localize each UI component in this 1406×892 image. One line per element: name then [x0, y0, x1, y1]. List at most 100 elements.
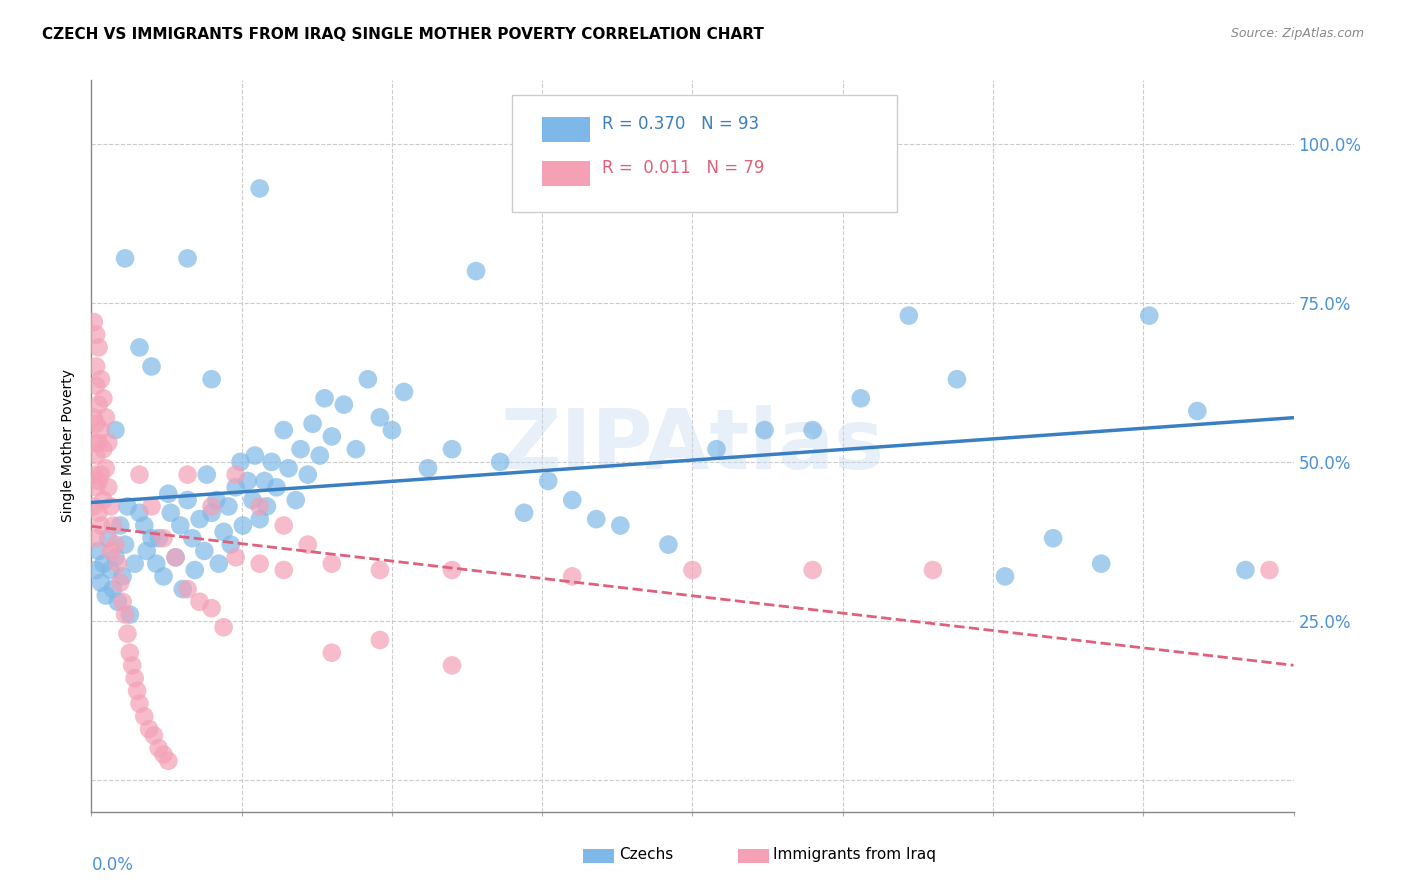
Point — [754, 423, 776, 437]
Point — [1258, 563, 1281, 577]
Point — [83, 410, 105, 425]
Point — [217, 500, 239, 514]
Point — [440, 563, 463, 577]
Point — [152, 747, 174, 762]
Point — [87, 435, 110, 450]
Point — [357, 372, 380, 386]
Point — [946, 372, 969, 386]
Point — [117, 626, 139, 640]
Point — [100, 500, 122, 514]
Point — [114, 607, 136, 622]
Point — [561, 569, 583, 583]
Point — [205, 493, 228, 508]
Point — [145, 557, 167, 571]
Point — [110, 575, 132, 590]
Point — [176, 252, 198, 266]
Point — [212, 620, 235, 634]
Point — [124, 557, 146, 571]
Point — [93, 442, 115, 457]
Text: ZIPAtlas: ZIPAtlas — [501, 406, 884, 486]
Point — [297, 538, 319, 552]
Point — [148, 741, 170, 756]
Point — [242, 493, 264, 508]
Point — [107, 595, 129, 609]
Point — [101, 582, 124, 596]
Point — [118, 646, 141, 660]
Point — [314, 392, 336, 406]
Point — [273, 423, 295, 437]
Point — [114, 538, 136, 552]
Point — [165, 550, 187, 565]
Point — [114, 252, 136, 266]
Point — [381, 423, 404, 437]
Point — [87, 398, 110, 412]
Point — [135, 544, 157, 558]
Point — [193, 544, 215, 558]
Point — [104, 538, 127, 552]
Point — [440, 442, 463, 457]
Point — [392, 384, 415, 399]
Point — [104, 550, 127, 565]
Point — [83, 467, 105, 482]
Point — [201, 601, 224, 615]
Point — [100, 563, 122, 577]
Point — [87, 544, 110, 558]
Point — [212, 524, 235, 539]
Point — [90, 372, 112, 386]
Point — [97, 480, 120, 494]
Y-axis label: Single Mother Poverty: Single Mother Poverty — [62, 369, 76, 523]
Point — [134, 518, 156, 533]
Point — [97, 435, 120, 450]
Point — [321, 557, 343, 571]
Point — [87, 340, 110, 354]
Point — [111, 595, 134, 609]
Point — [93, 392, 115, 406]
Point — [1042, 531, 1064, 545]
Point — [110, 518, 132, 533]
Text: Immigrants from Iraq: Immigrants from Iraq — [773, 847, 936, 863]
Point — [157, 754, 180, 768]
Point — [225, 480, 247, 494]
Point — [1090, 557, 1112, 571]
Point — [368, 563, 391, 577]
Point — [141, 359, 163, 374]
Point — [922, 563, 945, 577]
Point — [90, 423, 112, 437]
Point — [84, 359, 107, 374]
Text: R = 0.370   N = 93: R = 0.370 N = 93 — [602, 115, 759, 134]
Point — [101, 518, 124, 533]
Point — [284, 493, 307, 508]
Point — [84, 563, 107, 577]
Point — [184, 563, 207, 577]
Point — [100, 544, 122, 558]
Point — [128, 506, 150, 520]
Point — [159, 506, 181, 520]
Point — [142, 728, 165, 742]
Point — [229, 455, 252, 469]
Point — [84, 531, 107, 545]
Point — [308, 449, 330, 463]
Point — [321, 429, 343, 443]
Point — [117, 500, 139, 514]
Point — [344, 442, 367, 457]
Point — [260, 455, 283, 469]
Point — [232, 518, 254, 533]
Point — [1234, 563, 1257, 577]
Point — [94, 410, 117, 425]
Point — [301, 417, 323, 431]
Point — [243, 449, 266, 463]
Text: Czechs: Czechs — [619, 847, 673, 863]
Point — [84, 480, 107, 494]
Point — [93, 493, 115, 508]
Point — [465, 264, 488, 278]
Point — [681, 563, 703, 577]
Point — [188, 512, 211, 526]
Point — [1187, 404, 1209, 418]
FancyBboxPatch shape — [512, 95, 897, 212]
Point — [1137, 309, 1160, 323]
Text: CZECH VS IMMIGRANTS FROM IRAQ SINGLE MOTHER POVERTY CORRELATION CHART: CZECH VS IMMIGRANTS FROM IRAQ SINGLE MOT… — [42, 27, 763, 42]
Point — [201, 506, 224, 520]
Point — [657, 538, 679, 552]
Point — [897, 309, 920, 323]
Point — [849, 392, 872, 406]
